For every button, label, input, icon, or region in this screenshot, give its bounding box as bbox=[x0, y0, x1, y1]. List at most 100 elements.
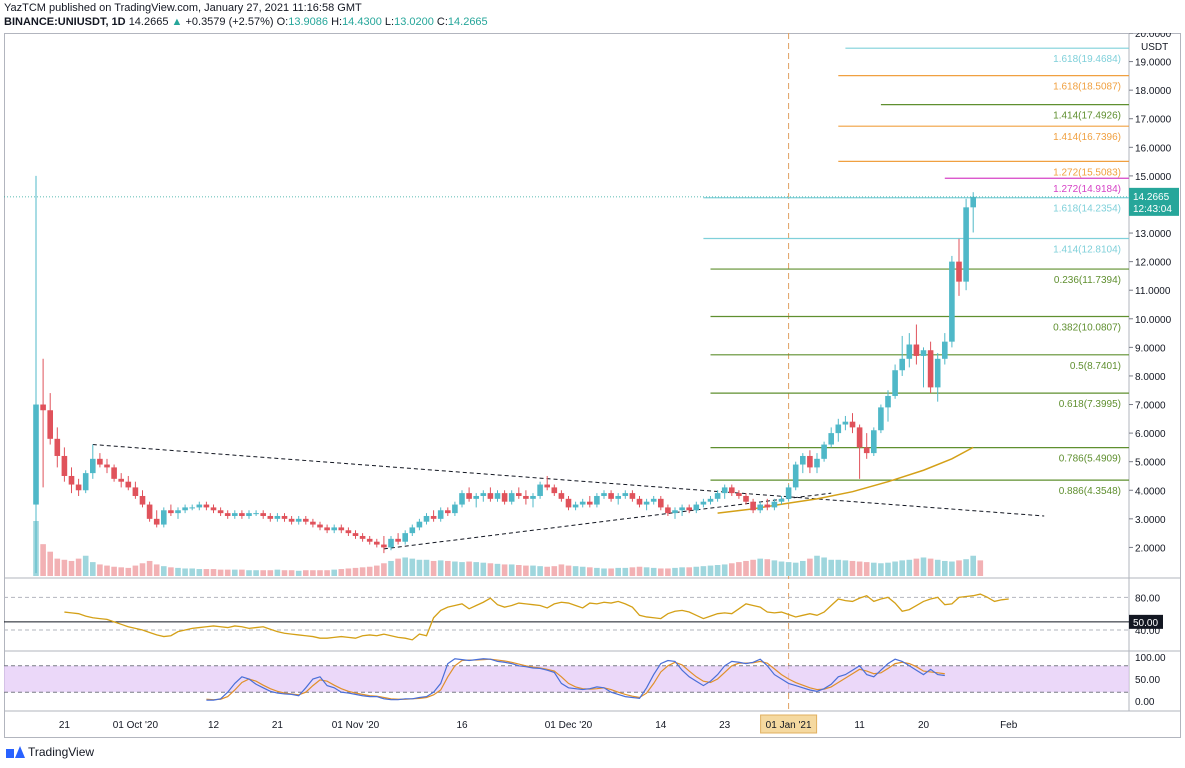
candle-body bbox=[622, 493, 629, 496]
candle-body bbox=[423, 515, 430, 522]
volume-bar bbox=[558, 564, 565, 576]
candle-body bbox=[381, 544, 387, 548]
volume-bar bbox=[97, 564, 103, 576]
volume-bar bbox=[594, 567, 600, 576]
candle-body bbox=[842, 421, 849, 425]
volume-bar bbox=[537, 566, 543, 576]
volume-bar bbox=[281, 570, 288, 576]
candle-body bbox=[40, 404, 46, 411]
fib-level-label: 0.786(5.4909) bbox=[1059, 454, 1121, 465]
footer-brand: TradingView bbox=[28, 745, 95, 759]
volume-bar bbox=[253, 570, 259, 576]
candle-body bbox=[587, 501, 593, 505]
candle-body bbox=[338, 527, 345, 531]
candle-body bbox=[501, 493, 508, 502]
volume-bar bbox=[643, 567, 650, 576]
volume-bar bbox=[629, 567, 636, 576]
volume-bar bbox=[217, 569, 224, 576]
candle-body bbox=[686, 507, 692, 511]
fib-level-label: 1.414(16.7396) bbox=[1053, 132, 1121, 143]
low-value: 13.0200 bbox=[394, 16, 434, 28]
candle-body bbox=[970, 196, 976, 208]
candle-body bbox=[253, 513, 259, 515]
volume-bar bbox=[821, 557, 827, 576]
publisher-line: YazTCM published on TradingView.com, Jan… bbox=[4, 2, 362, 14]
candle-body bbox=[33, 404, 39, 505]
candle-body bbox=[445, 510, 451, 514]
candle-body bbox=[878, 407, 884, 431]
candle-body bbox=[359, 535, 366, 539]
candle-body bbox=[608, 493, 614, 499]
volume-bar bbox=[963, 559, 969, 576]
symbol-label: BINANCE:UNIUSDT, 1D bbox=[4, 16, 126, 28]
candle-body bbox=[189, 507, 195, 509]
change-value: +0.3579 (+2.57%) bbox=[185, 16, 274, 28]
candle-body bbox=[650, 498, 657, 502]
rsi-level-label: 50.00 bbox=[1133, 618, 1158, 629]
volume-bar bbox=[622, 567, 629, 576]
volume-bar bbox=[125, 567, 132, 576]
candle-body bbox=[672, 510, 678, 514]
candle-body bbox=[800, 455, 806, 465]
price-tick-label: 11.0000 bbox=[1135, 286, 1171, 297]
candle-body bbox=[565, 498, 572, 508]
candle-body bbox=[210, 507, 217, 511]
candle-body bbox=[516, 493, 522, 496]
volume-bar bbox=[310, 570, 316, 576]
candle-body bbox=[260, 513, 266, 516]
high-label: H: bbox=[331, 16, 343, 28]
candle-body bbox=[643, 501, 650, 505]
price-tick-label: 20.0000 bbox=[1135, 33, 1172, 40]
volume-bar bbox=[530, 565, 536, 576]
candle-body bbox=[934, 358, 941, 388]
volume-bar bbox=[182, 568, 188, 576]
time-tick-label: Feb bbox=[1000, 720, 1018, 731]
volume-bar bbox=[82, 555, 89, 576]
volume-bar bbox=[778, 561, 785, 576]
chart-svg[interactable]: 2.0000 3.0000 4.0000 5.0000 6.0000 7.0000 8.00… bbox=[4, 29, 1181, 738]
volume-bar bbox=[104, 565, 110, 576]
volume-bar bbox=[807, 558, 813, 576]
volume-bar bbox=[111, 566, 117, 576]
chart-frame[interactable]: 2.0000 3.0000 4.0000 5.0000 6.0000 7.0000 8.00… bbox=[4, 29, 1181, 738]
footer-logo[interactable]: TradingView bbox=[6, 745, 94, 759]
volume-bar bbox=[615, 567, 621, 576]
volume-bar bbox=[792, 562, 799, 576]
candle-body bbox=[778, 498, 785, 502]
candle-body bbox=[693, 504, 700, 511]
fib-level-label: 1.414(12.8104) bbox=[1053, 244, 1121, 255]
close-label: C: bbox=[436, 16, 448, 28]
volume-bar bbox=[161, 566, 167, 576]
candle-body bbox=[956, 261, 962, 282]
fib-level-label: 0.236(11.7394) bbox=[1054, 275, 1121, 286]
low-label: L: bbox=[384, 16, 395, 28]
candle-body bbox=[104, 464, 110, 468]
open-label: O: bbox=[276, 16, 289, 28]
volume-bar bbox=[232, 569, 238, 576]
candle-body bbox=[949, 261, 955, 342]
candle-body bbox=[494, 493, 501, 499]
candle-body bbox=[544, 484, 550, 488]
candle-body bbox=[331, 527, 337, 531]
price-tick-label: 9.0000 bbox=[1135, 343, 1166, 354]
countdown-label: 12:43:04 bbox=[1133, 204, 1172, 215]
volume-bar bbox=[416, 559, 423, 576]
candle-body bbox=[821, 444, 827, 459]
volume-bar bbox=[913, 558, 920, 576]
candle-body bbox=[899, 358, 905, 371]
candle-body bbox=[572, 504, 579, 508]
fib-level-label: 0.382(10.0807) bbox=[1053, 322, 1121, 333]
volume-bar bbox=[501, 564, 508, 576]
candle-body bbox=[721, 487, 728, 494]
time-tick-label: 01 Nov '20 bbox=[332, 720, 380, 731]
volume-bar bbox=[544, 566, 550, 576]
candle-body bbox=[856, 427, 863, 448]
candle-body bbox=[558, 493, 565, 499]
volume-bar bbox=[338, 569, 345, 576]
candle-body bbox=[182, 507, 188, 511]
price-tick-label: 3.0000 bbox=[1135, 515, 1166, 526]
volume-bar bbox=[239, 569, 245, 576]
fib-level-label: 0.5(8.7401) bbox=[1070, 361, 1121, 372]
candle-body bbox=[601, 493, 607, 496]
volume-bar bbox=[721, 564, 728, 576]
